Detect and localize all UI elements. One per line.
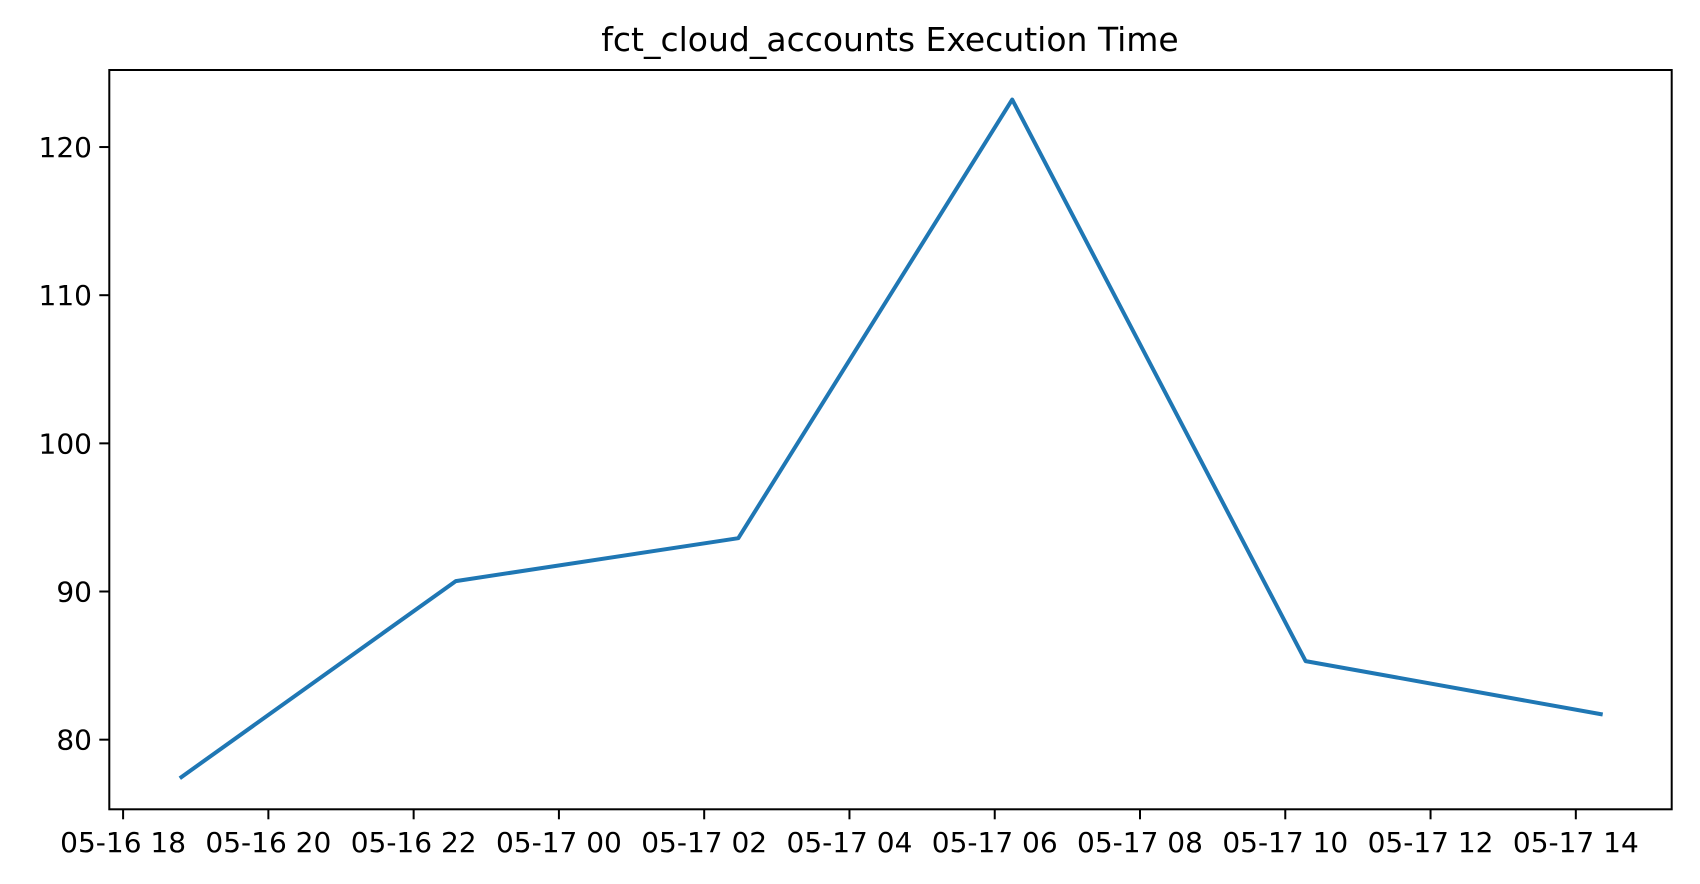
chart-title: fct_cloud_accounts Execution Time bbox=[601, 20, 1178, 59]
x-tick-label: 05-16 22 bbox=[351, 826, 477, 859]
y-tick-label: 100 bbox=[39, 427, 92, 460]
execution-time-line bbox=[178, 97, 1604, 780]
y-axis-ticks: 80 90 100 110 120 bbox=[39, 131, 110, 757]
x-tick-label: 05-17 04 bbox=[787, 826, 913, 859]
x-tick-label: 05-17 12 bbox=[1368, 826, 1494, 859]
x-axis-ticks: 05-16 18 05-16 20 05-16 22 05-17 00 05-17 02… bbox=[60, 809, 1639, 859]
x-tick-label: 05-17 02 bbox=[641, 826, 767, 859]
x-tick-label: 05-17 08 bbox=[1077, 826, 1203, 859]
x-tick-label: 05-17 00 bbox=[496, 826, 622, 859]
y-tick-label: 120 bbox=[39, 131, 92, 164]
x-tick-label: 05-17 06 bbox=[932, 826, 1058, 859]
x-tick-label: 05-17 10 bbox=[1222, 826, 1348, 859]
y-tick-label: 80 bbox=[56, 724, 92, 757]
y-tick-label: 110 bbox=[39, 279, 92, 312]
x-tick-label: 05-17 14 bbox=[1513, 826, 1639, 859]
x-tick-label: 05-16 20 bbox=[205, 826, 331, 859]
plot-area-border bbox=[108, 69, 1673, 811]
x-tick-label: 05-16 18 bbox=[60, 826, 186, 859]
y-tick-label: 90 bbox=[56, 576, 92, 609]
